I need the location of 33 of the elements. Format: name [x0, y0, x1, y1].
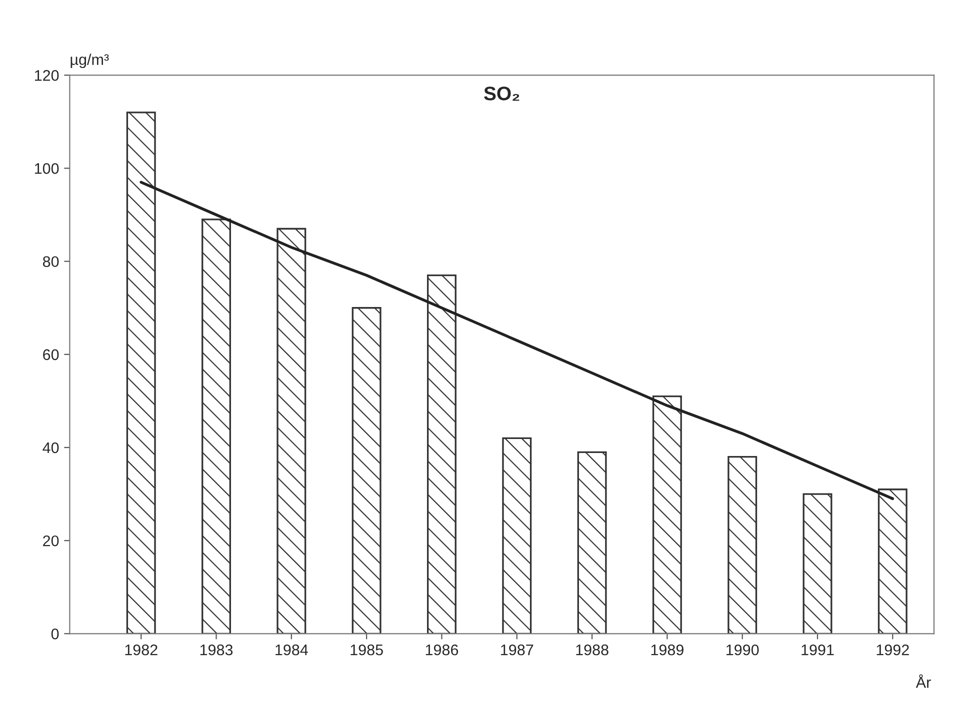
x-tick-label: 1983 — [200, 644, 233, 656]
x-tick-label: 1992 — [876, 644, 909, 656]
bar — [577, 451, 607, 634]
bar — [202, 218, 232, 634]
y-tick-label: 60 — [43, 349, 59, 360]
bar — [878, 488, 908, 634]
x-axis-title: År — [916, 674, 931, 688]
x-tick-label: 1990 — [726, 644, 759, 656]
x-tick-label: 1986 — [426, 644, 458, 656]
bar — [352, 307, 382, 634]
bar — [728, 456, 758, 634]
bar — [126, 112, 156, 634]
y-tick-label: 100 — [34, 163, 59, 174]
line-series — [140, 180, 894, 500]
y-tick-label: 40 — [42, 442, 59, 454]
x-tick-label: 1988 — [576, 644, 608, 656]
chart-title: SO₂ — [484, 86, 520, 101]
bar — [652, 395, 682, 634]
y-tick-label: 120 — [34, 70, 59, 81]
x-tick-label: 1987 — [501, 644, 534, 656]
bar — [802, 493, 832, 634]
x-tick-label: 1982 — [125, 644, 158, 656]
y-axis-title: µg/m³ — [70, 54, 109, 68]
x-tick-label: 1985 — [350, 644, 383, 656]
x-tick-label: 1984 — [276, 644, 308, 656]
bar — [276, 228, 306, 634]
x-tick-label: 1989 — [651, 644, 684, 656]
y-tick-label: 80 — [42, 256, 59, 268]
bar — [502, 437, 532, 634]
y-tick-label: 20 — [43, 535, 59, 546]
x-tick-label: 1991 — [802, 644, 834, 656]
y-tick-label: 0 — [51, 628, 59, 640]
bar — [426, 274, 456, 634]
